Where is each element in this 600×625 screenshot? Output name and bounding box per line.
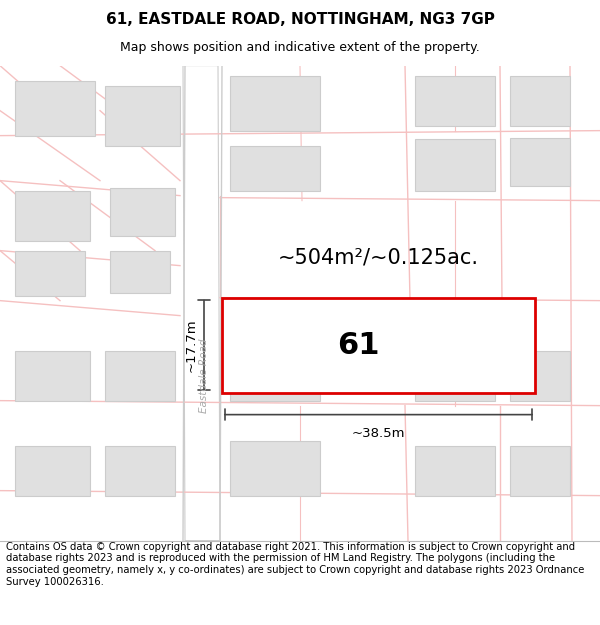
Text: 61: 61 <box>337 331 380 359</box>
Bar <box>15 351 90 401</box>
Text: ~504m²/~0.125ac.: ~504m²/~0.125ac. <box>278 248 479 268</box>
Text: ~38.5m: ~38.5m <box>352 427 405 439</box>
Bar <box>230 76 320 131</box>
Bar <box>510 138 570 186</box>
Bar <box>415 76 495 126</box>
Bar <box>510 351 570 401</box>
Bar <box>415 139 495 191</box>
Bar <box>110 251 170 292</box>
Polygon shape <box>183 66 220 541</box>
Bar <box>510 446 570 496</box>
Bar <box>105 86 180 146</box>
Bar <box>415 351 495 401</box>
Bar <box>110 188 175 236</box>
Text: 61, EASTDALE ROAD, NOTTINGHAM, NG3 7GP: 61, EASTDALE ROAD, NOTTINGHAM, NG3 7GP <box>106 12 494 27</box>
Bar <box>230 346 320 401</box>
Text: Contains OS data © Crown copyright and database right 2021. This information is : Contains OS data © Crown copyright and d… <box>6 542 584 587</box>
Bar <box>230 441 320 496</box>
Bar <box>105 351 175 401</box>
Bar <box>222 298 535 392</box>
Text: Eastdale Road: Eastdale Road <box>199 338 209 413</box>
Text: ~17.7m: ~17.7m <box>185 318 198 372</box>
Bar <box>105 446 175 496</box>
Bar <box>15 251 85 296</box>
Bar <box>15 191 90 241</box>
Bar <box>15 446 90 496</box>
Bar <box>15 81 95 136</box>
Text: Map shows position and indicative extent of the property.: Map shows position and indicative extent… <box>120 41 480 54</box>
Bar <box>415 446 495 496</box>
Bar <box>230 146 320 191</box>
Bar <box>510 76 570 126</box>
